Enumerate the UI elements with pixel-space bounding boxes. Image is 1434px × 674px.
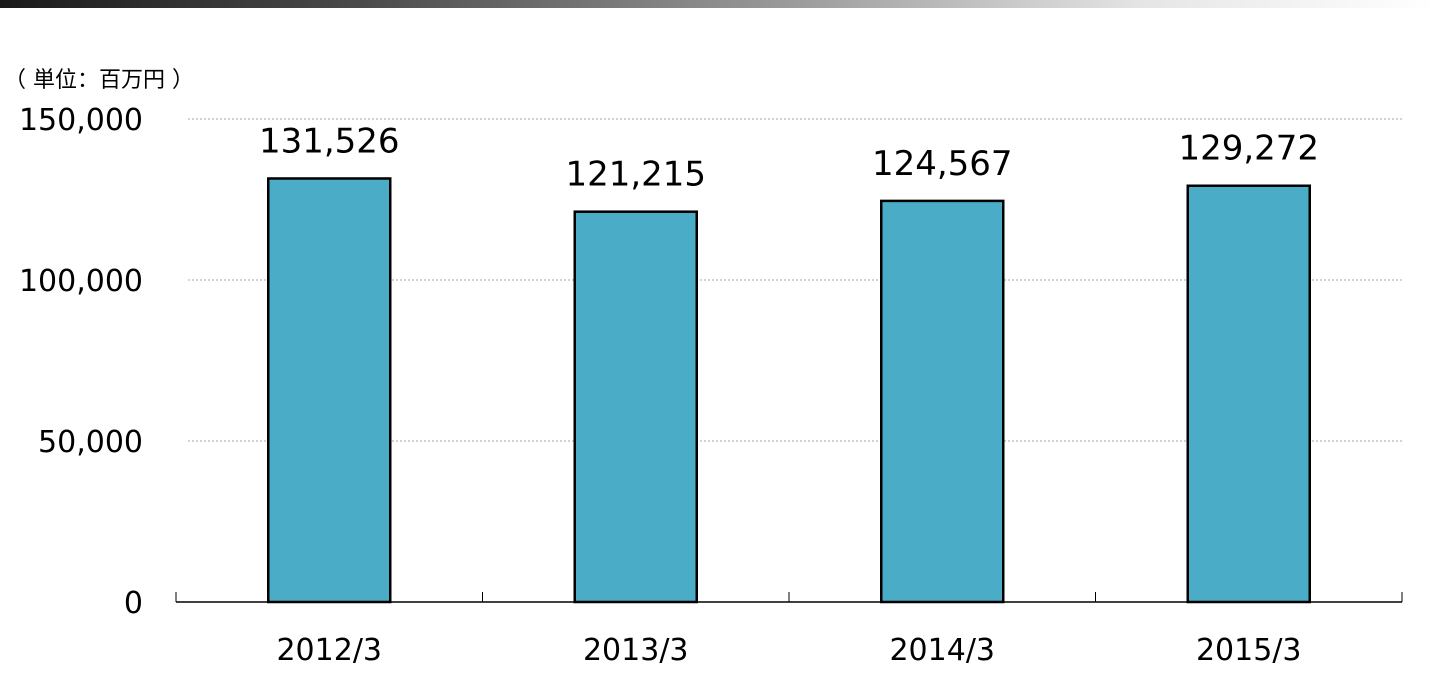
bar [1186, 184, 1311, 604]
header-gradient-bar [0, 0, 1434, 8]
data-label: 124,567 [872, 144, 1013, 184]
bar [880, 199, 1005, 604]
y-tick-label: 50,000 [38, 425, 143, 460]
x-tick-label: 2015/3 [1196, 633, 1302, 668]
data-label: 129,272 [1178, 129, 1319, 169]
bars [267, 177, 1311, 604]
x-axis-category-labels: 2012/3 2013/3 2014/3 2015/3 [276, 633, 1301, 668]
y-tick-label: 0 [124, 586, 143, 621]
data-label: 121,215 [565, 155, 706, 195]
x-tick-label: 2013/3 [583, 633, 689, 668]
x-tick-label: 2014/3 [889, 633, 995, 668]
x-tick-label: 2012/3 [276, 633, 382, 668]
bar [267, 177, 392, 604]
x-axis [175, 592, 1403, 603]
bar [573, 210, 698, 604]
data-label: 131,526 [259, 121, 400, 161]
data-labels: 131,526 121,215 124,567 129,272 [259, 121, 1319, 194]
unit-label: （ 単位：百万円 ） [4, 68, 194, 93]
y-tick-label: 150,000 [19, 103, 143, 138]
y-axis-tick-labels: 0 50,000 100,000 150,000 [19, 103, 143, 621]
y-tick-label: 100,000 [19, 264, 143, 299]
